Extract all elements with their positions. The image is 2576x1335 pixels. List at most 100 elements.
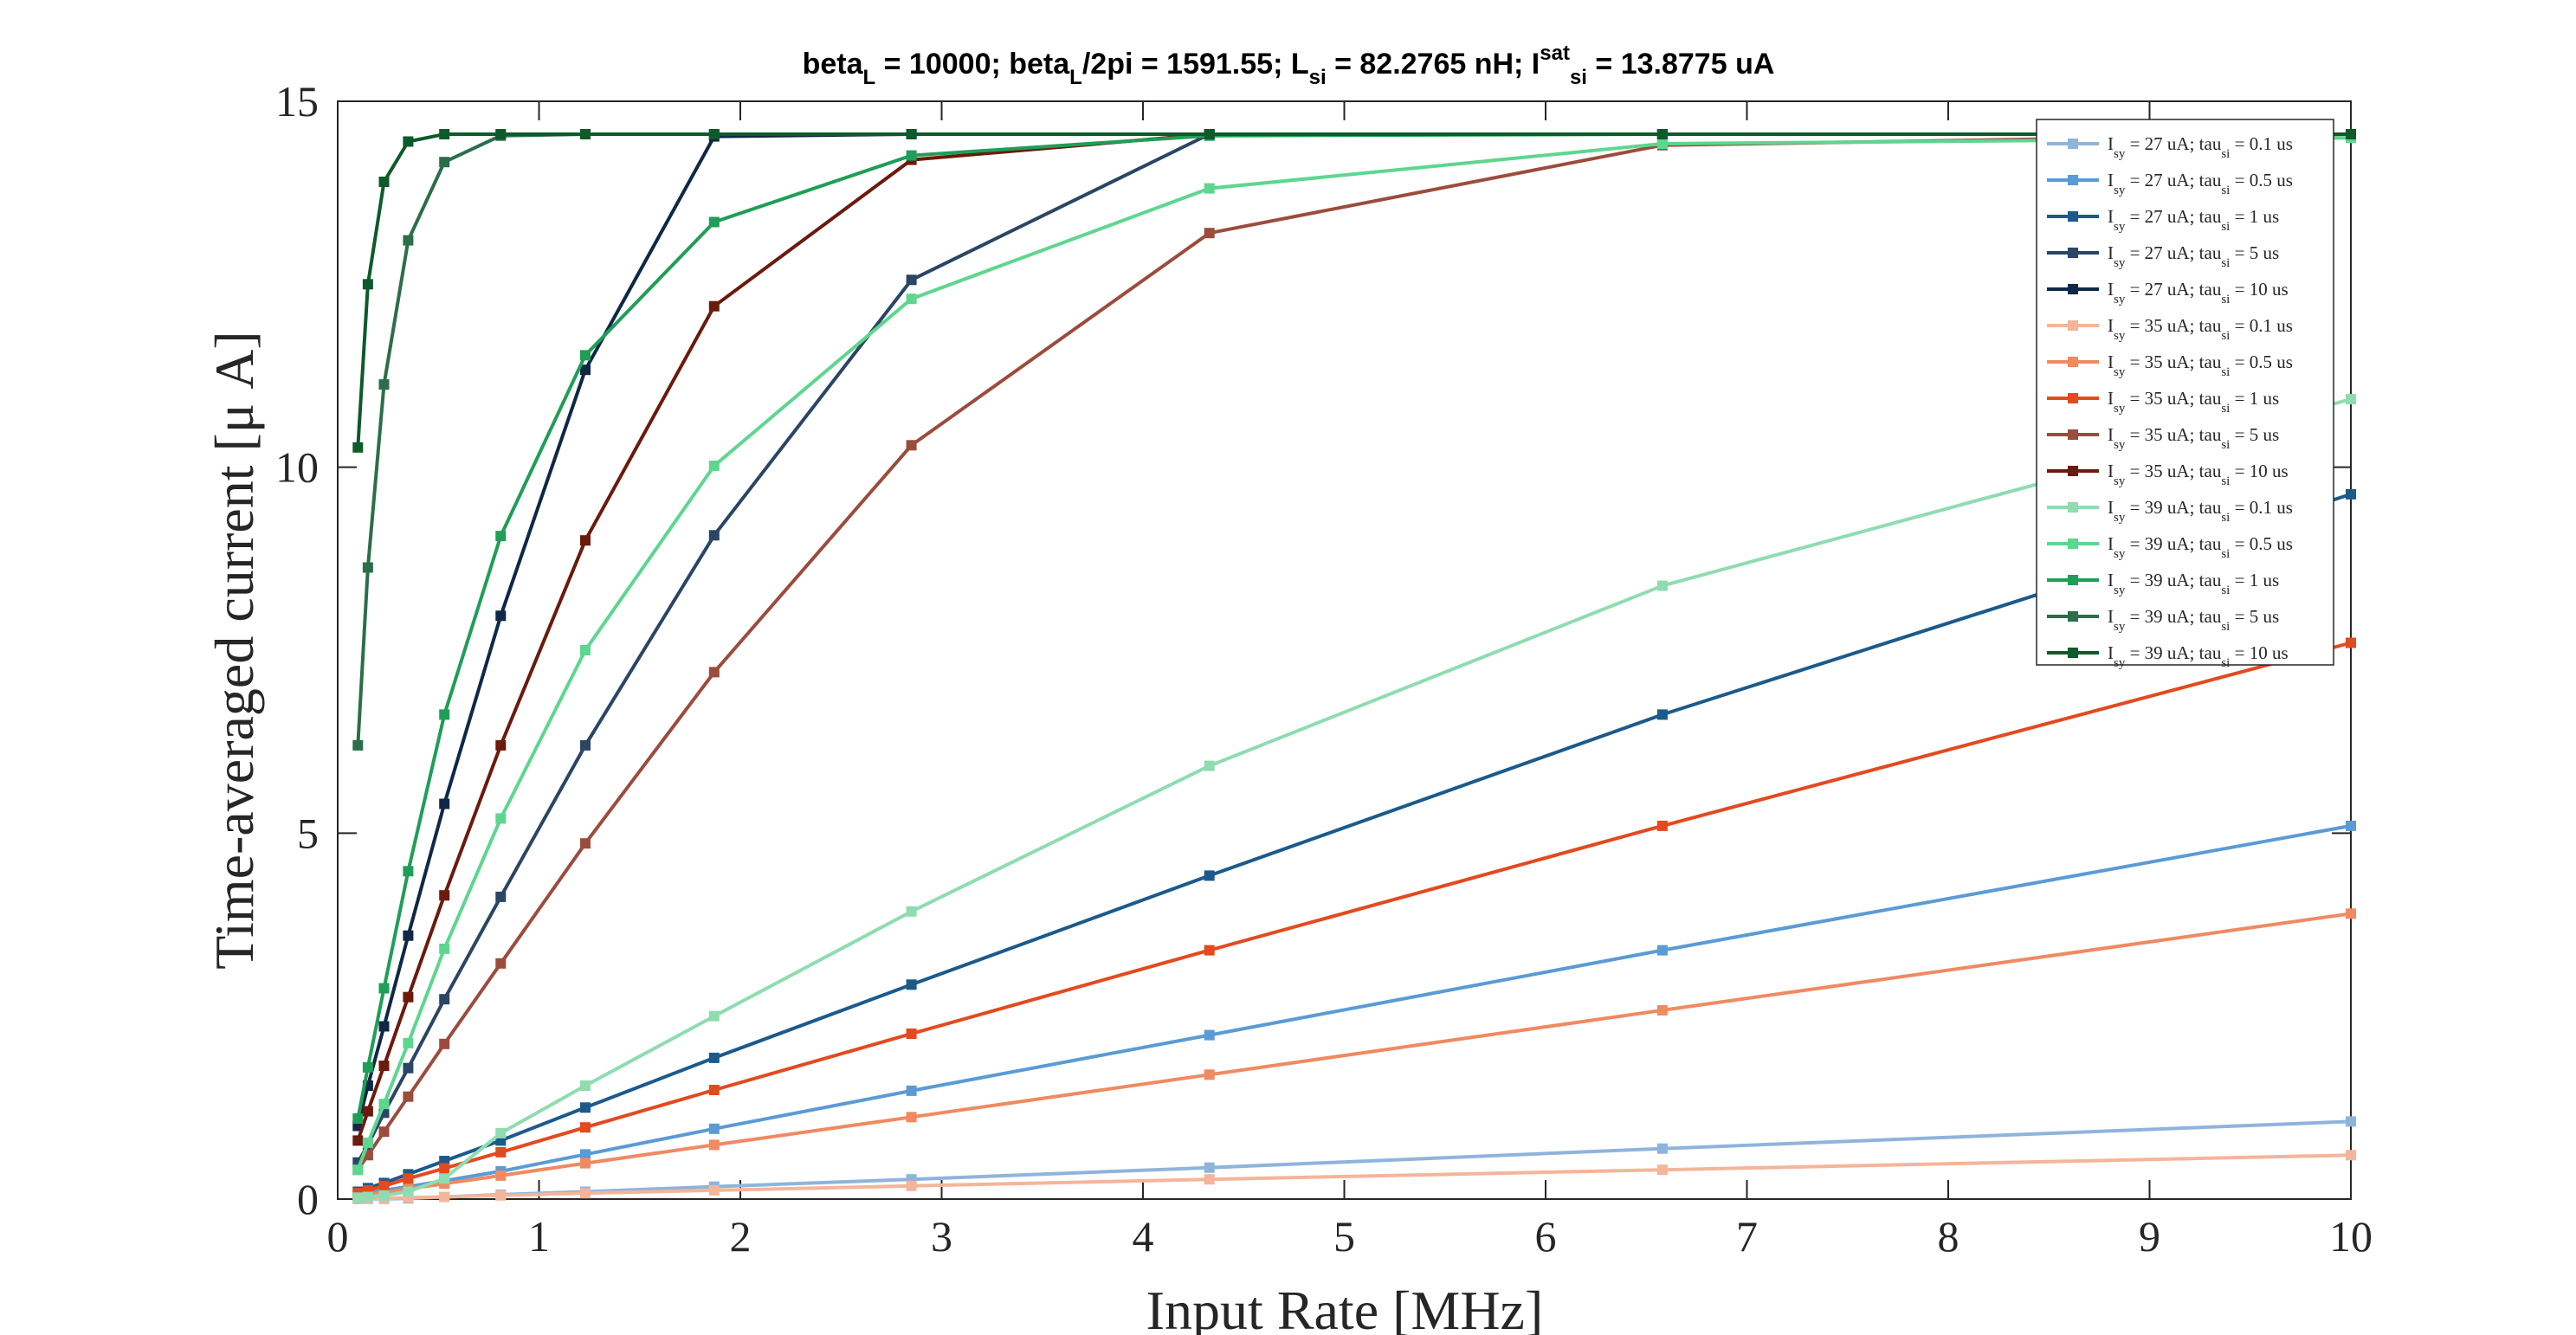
legend-entry: Isy = 27 uA; tausi = 1 us (2047, 206, 2279, 234)
legend-entry: Isy = 35 uA; tausi = 0.5 us (2047, 351, 2293, 379)
data-point (580, 1122, 591, 1133)
legend-entry: Isy = 39 uA; tausi = 0.5 us (2047, 533, 2293, 561)
data-point (1204, 228, 1215, 239)
data-point (2346, 1116, 2356, 1127)
data-point (1204, 1029, 1215, 1041)
data-point (1656, 820, 1668, 831)
data-point (362, 1106, 373, 1117)
data-point (439, 1191, 450, 1203)
data-point (708, 129, 720, 139)
data-point (439, 890, 450, 901)
data-point (1204, 1162, 1215, 1173)
data-point (1204, 1069, 1215, 1080)
data-point (580, 739, 591, 751)
x-tick-label: 0 (327, 1212, 349, 1261)
y-axis-label: Time-averaged current [μ A] (203, 331, 265, 969)
data-point (1204, 760, 1215, 771)
legend-label: Isy = 35 uA; tausi = 0.1 us (2108, 315, 2293, 343)
legend-entry: Isy = 39 uA; tausi = 10 us (2047, 642, 2289, 670)
x-axis-label: Input Rate [MHz] (1146, 1280, 1544, 1335)
data-point (403, 235, 414, 246)
data-point (362, 1061, 373, 1073)
data-point (906, 906, 917, 917)
data-point (708, 1010, 720, 1022)
legend-marker (2068, 611, 2078, 622)
data-point (378, 177, 390, 187)
legend-label: Isy = 27 uA; tausi = 1 us (2108, 206, 2279, 234)
axis-ticks: 0 1 2 3 4 5 6 7 8 9 10 0 5 10 15 (275, 77, 2373, 1261)
data-point (362, 1137, 373, 1148)
data-point (403, 866, 414, 877)
data-point (352, 442, 364, 453)
legend-marker (2068, 248, 2078, 258)
data-point (1204, 870, 1215, 881)
data-point (580, 535, 591, 546)
legend-entry: Isy = 39 uA; tausi = 0.1 us (2047, 497, 2293, 525)
data-point (439, 1038, 450, 1049)
legend-entry: Isy = 35 uA; tausi = 5 us (2047, 424, 2279, 452)
data-point (403, 1062, 414, 1074)
data-point (906, 1112, 917, 1123)
data-point (1656, 1143, 1668, 1154)
data-point (495, 958, 507, 969)
data-point (378, 1021, 390, 1032)
data-point (1656, 1004, 1668, 1016)
legend-label: Isy = 39 uA; tausi = 0.5 us (2108, 533, 2293, 561)
data-point (439, 994, 450, 1005)
data-point (2346, 488, 2356, 500)
data-point (2346, 394, 2356, 405)
data-point (708, 1123, 720, 1134)
data-point (495, 531, 507, 542)
data-point (580, 645, 591, 655)
legend-marker (2068, 211, 2078, 222)
data-point (1204, 945, 1215, 956)
data-point (495, 610, 507, 622)
data-point (362, 279, 373, 290)
legend-label: Isy = 35 uA; tausi = 0.5 us (2108, 351, 2293, 379)
legend-entry: Isy = 27 uA; tausi = 0.1 us (2047, 133, 2293, 161)
data-point (495, 1190, 507, 1201)
data-point (2346, 129, 2356, 139)
legend-entry: Isy = 27 uA; tausi = 10 us (2047, 279, 2289, 306)
x-tick-label: 6 (1535, 1212, 1557, 1261)
series-14 (352, 129, 2356, 453)
data-point (580, 350, 591, 361)
data-point (2346, 908, 2356, 919)
legend-marker (2068, 429, 2078, 440)
x-tick-label: 1 (528, 1212, 550, 1261)
legend-label: Isy = 39 uA; tausi = 1 us (2108, 570, 2279, 597)
legend-marker (2068, 575, 2078, 585)
legend-marker (2068, 502, 2078, 513)
x-tick-label: 8 (1938, 1212, 1959, 1261)
legend-marker (2068, 320, 2078, 331)
data-point (580, 1102, 591, 1113)
x-tick-label: 7 (1736, 1212, 1758, 1261)
data-point (708, 1184, 720, 1196)
legend-marker (2068, 539, 2078, 549)
data-point (708, 1139, 720, 1151)
data-point (906, 979, 917, 990)
data-point (906, 150, 917, 161)
data-point (352, 1192, 364, 1203)
legend-label: Isy = 27 uA; tausi = 5 us (2108, 242, 2279, 270)
legend-entry: Isy = 39 uA; tausi = 5 us (2047, 606, 2279, 634)
data-point (580, 364, 591, 376)
x-tick-label: 3 (931, 1212, 952, 1261)
data-point (906, 274, 917, 286)
x-tick-label: 5 (1333, 1212, 1355, 1261)
data-point (378, 1126, 390, 1138)
data-point (439, 1163, 450, 1174)
data-point (495, 129, 507, 139)
data-point (439, 1173, 450, 1184)
legend-box (2036, 119, 2334, 666)
legend-label: Isy = 39 uA; tausi = 0.1 us (2108, 497, 2293, 525)
data-point (2346, 820, 2356, 831)
data-point (403, 136, 414, 147)
data-point (708, 1052, 720, 1063)
data-point (378, 1180, 390, 1191)
series-line (356, 136, 2352, 1171)
data-point (495, 813, 507, 824)
data-point (580, 1149, 591, 1160)
